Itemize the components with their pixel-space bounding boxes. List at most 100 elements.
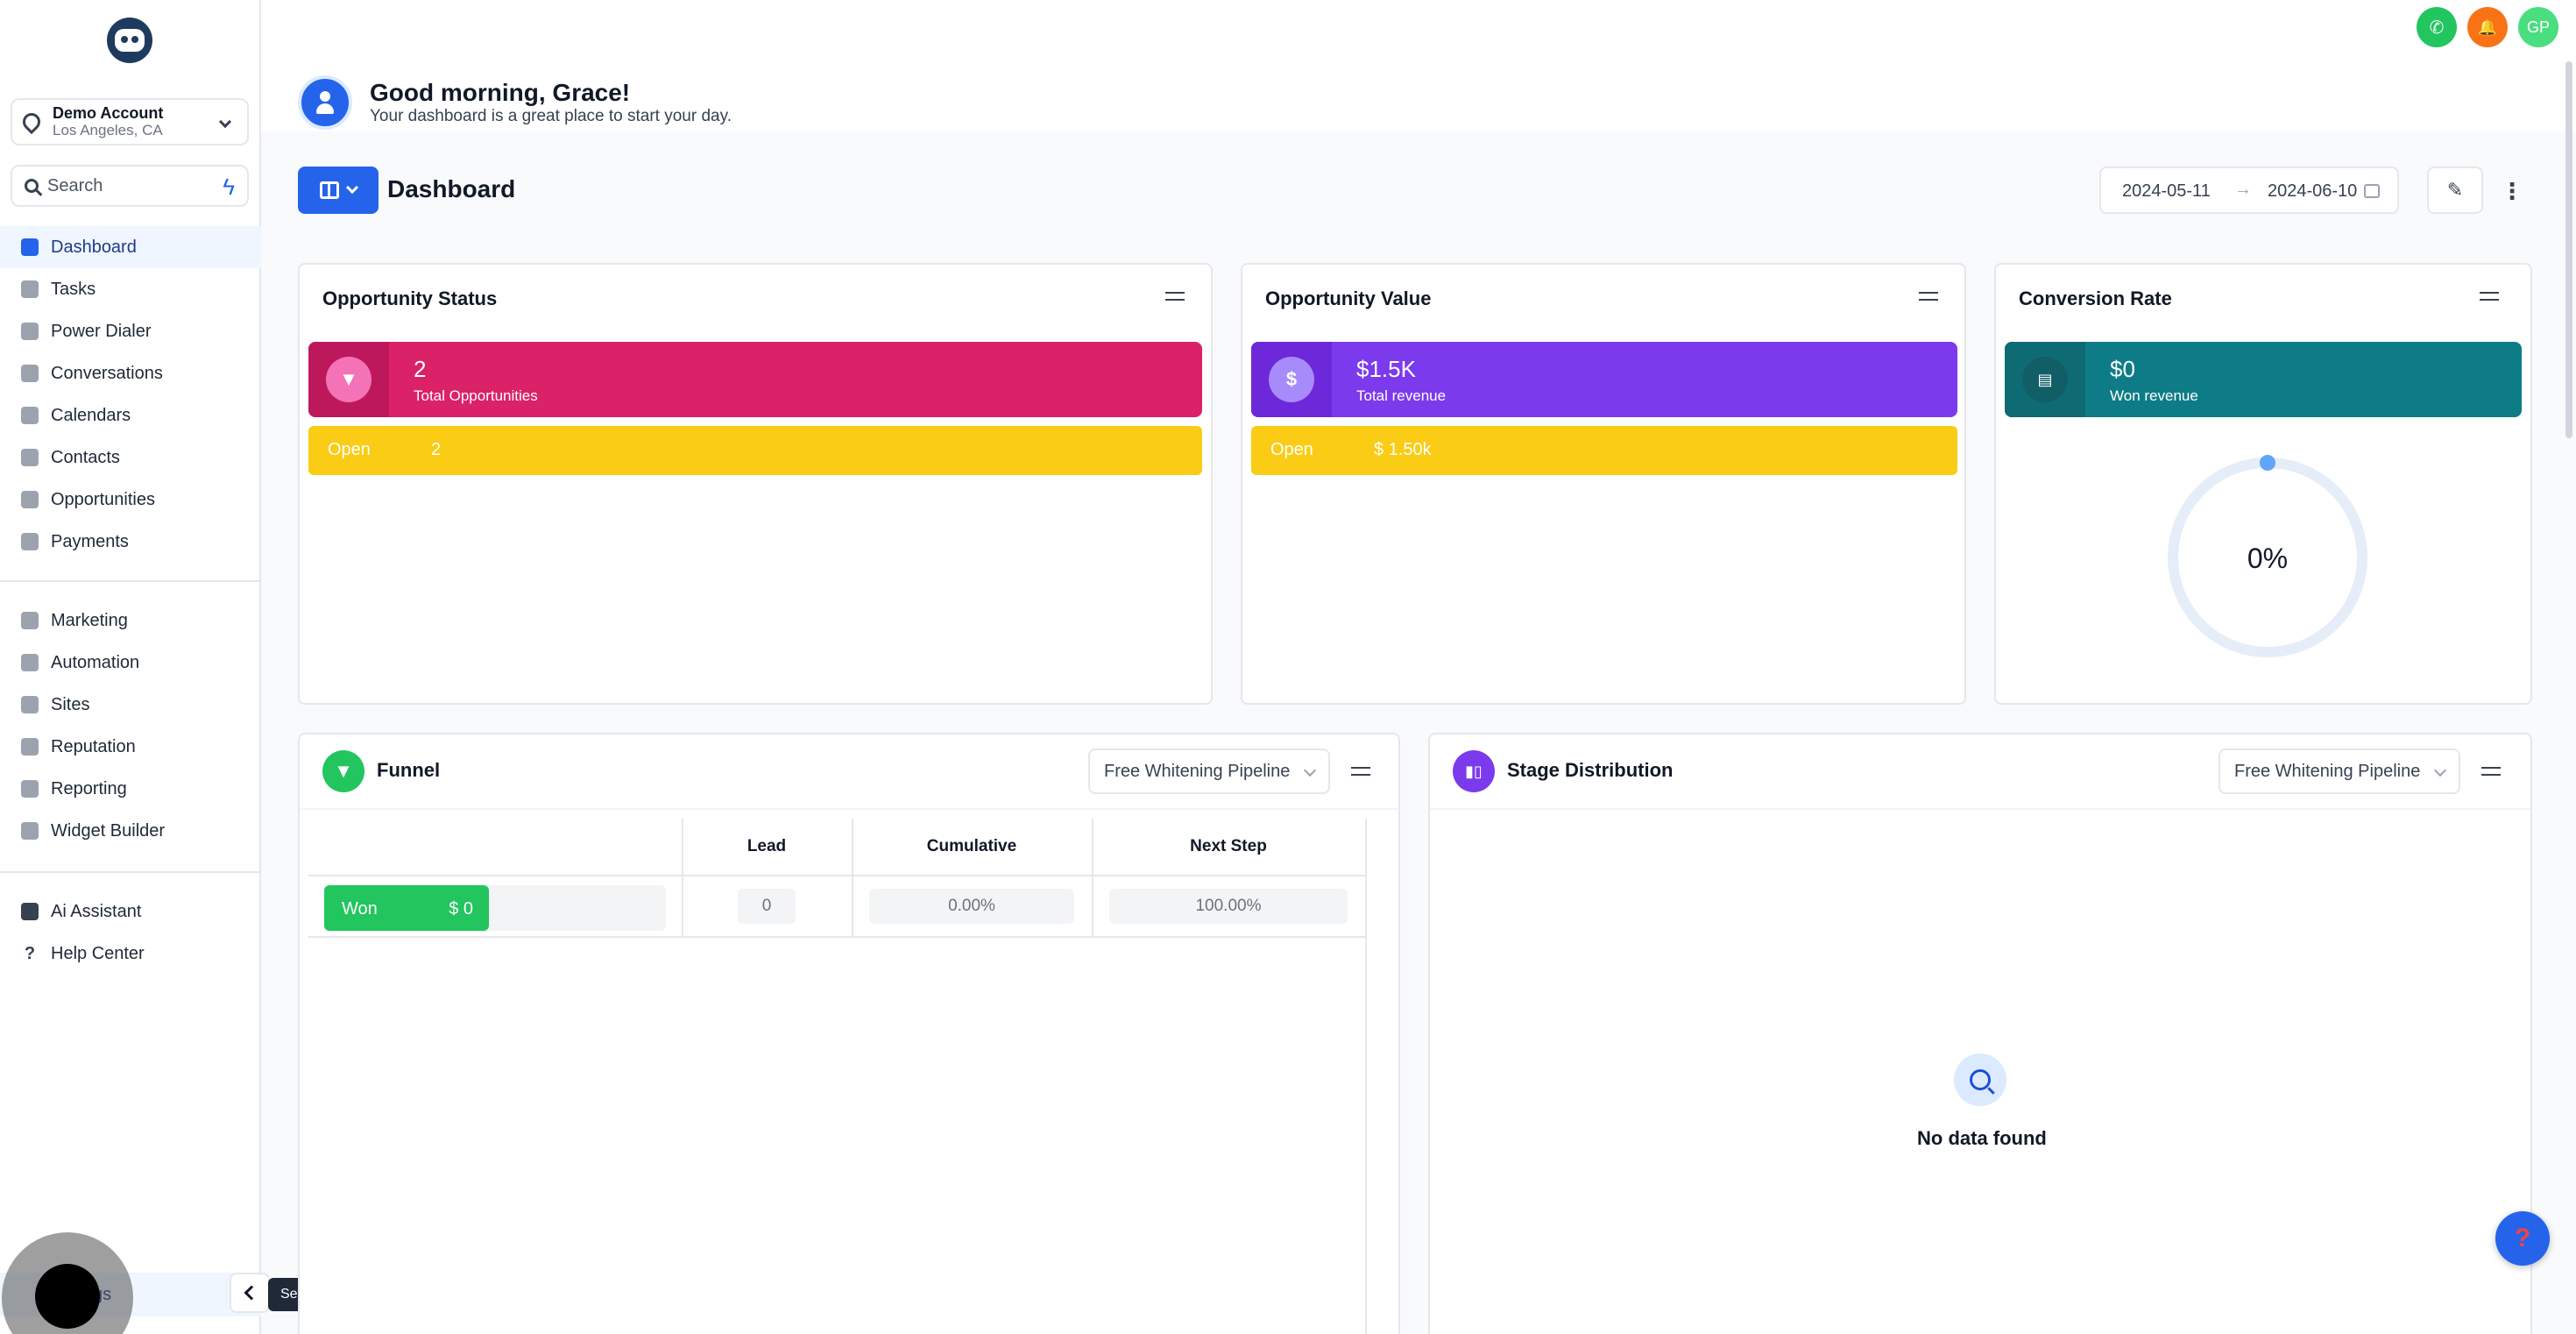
globe-icon (21, 696, 39, 713)
phone-icon: ✆ (2429, 18, 2445, 38)
location-pin-icon (18, 109, 45, 135)
stat-value: $1.5K (1356, 356, 1416, 382)
total-revenue-bar: $ $1.5K Total revenue (1251, 342, 1957, 417)
stat-label: Won revenue (2110, 387, 2198, 404)
card-icon (21, 533, 39, 550)
filter-icon[interactable] (1919, 289, 1938, 303)
person-icon (316, 91, 334, 114)
page-scrollbar[interactable] (2565, 61, 2572, 438)
sidebar-item-label: Power Dialer (51, 321, 152, 341)
column-divider (852, 819, 853, 938)
filter-icon[interactable] (1165, 289, 1185, 303)
sidebar-item-tasks[interactable]: Tasks (0, 268, 261, 310)
table-row: Won $ 0 (308, 876, 682, 938)
sidebar-item-reputation[interactable]: Reputation (0, 726, 261, 768)
sidebar-item-label: Automation (51, 652, 140, 672)
edit-dashboard-button[interactable]: ✎ (2427, 167, 2483, 214)
sidebar-item-label: Help Center (51, 943, 145, 963)
card-title: Conversion Rate (2019, 287, 2172, 309)
kebab-icon: ⋮ (2501, 177, 2523, 204)
sidebar-item-label: Contacts (51, 447, 120, 467)
column-divider (682, 819, 683, 938)
nav-divider (0, 871, 261, 873)
pipeline-select[interactable]: Free Whitening Pipeline (1088, 749, 1330, 794)
bell-icon: 🔔 (2477, 18, 2498, 36)
sidebar-item-sites[interactable]: Sites (0, 684, 261, 726)
collapse-sidebar-button[interactable] (230, 1273, 270, 1313)
pipeline-select[interactable]: Free Whitening Pipeline (2219, 749, 2460, 794)
table-header-lead: Lead (682, 819, 852, 876)
user-avatar[interactable]: GP (2518, 7, 2558, 47)
widget-icon (21, 822, 39, 840)
won-stage-bar[interactable]: Won $ 0 (324, 885, 489, 931)
date-range-picker[interactable]: 2024-05-11 → 2024-06-10 (2099, 167, 2399, 214)
account-name: Demo Account (53, 104, 164, 122)
end-date[interactable]: 2024-06-10 (2268, 181, 2358, 201)
sidebar-item-label: Conversations (51, 363, 163, 383)
help-button[interactable]: ? (2495, 1211, 2550, 1266)
filter-icon[interactable] (1351, 764, 1370, 778)
top-bar: ✆ 🔔 GP (261, 0, 2576, 58)
cursor-dot (35, 1264, 100, 1329)
logo-icon[interactable] (107, 18, 152, 63)
quick-action-bolt-icon[interactable]: ϟ (223, 174, 235, 200)
sidebar-item-marketing[interactable]: Marketing (0, 600, 261, 642)
filter-icon[interactable] (2481, 764, 2501, 778)
stat-label: Total revenue (1356, 387, 1447, 404)
phone-button[interactable]: ✆ (2417, 7, 2457, 47)
account-location: Los Angeles, CA (53, 122, 163, 138)
table-header-stage (308, 819, 682, 876)
dollar-icon: $ (1269, 357, 1314, 402)
sidebar-item-dashboard[interactable]: Dashboard (0, 226, 261, 268)
secondary-nav: Marketing Automation Sites Reputation Re… (0, 600, 261, 852)
account-switcher[interactable]: Demo Account Los Angeles, CA (11, 98, 249, 145)
sidebar-item-label: Payments (51, 531, 129, 551)
sidebar-item-automation[interactable]: Automation (0, 642, 261, 684)
dashboard-switcher-button[interactable] (298, 167, 379, 214)
filter-icon[interactable] (2480, 289, 2499, 303)
header-divider (300, 808, 1398, 810)
search-input[interactable]: Search ϟ (11, 165, 249, 207)
sidebar-item-label: Ai Assistant (51, 901, 142, 921)
empty-search-icon (1954, 1054, 2006, 1106)
open-value-bar[interactable]: Open $ 1.50k (1251, 426, 1957, 475)
sidebar-item-help-center[interactable]: ? Help Center (0, 933, 261, 975)
open-status-bar[interactable]: Open 2 (308, 426, 1202, 475)
greeting-subtitle: Your dashboard is a great place to start… (370, 107, 732, 125)
sidebar-item-power-dialer[interactable]: Power Dialer (0, 310, 261, 352)
funnel-icon: ▼ (322, 750, 364, 792)
stage-distribution-card: ▮▯ Stage Distribution Free Whitening Pip… (1428, 733, 2532, 1334)
kanban-icon: ▮▯ (1453, 750, 1495, 792)
stage-label: Won (342, 899, 378, 919)
next-step-cell: 100.00% (1092, 876, 1365, 938)
more-options-button[interactable]: ⋮ (2499, 174, 2525, 209)
sidebar-item-conversations[interactable]: Conversations (0, 352, 261, 394)
funnel-icon (21, 491, 39, 508)
megaphone-icon (21, 612, 39, 629)
greeting-banner: Good morning, Grace! Your dashboard is a… (261, 58, 2576, 131)
cumulative-cell: 0.00% (852, 876, 1092, 938)
header-divider (1430, 808, 2530, 810)
nav-divider (0, 580, 261, 582)
sidebar-item-opportunities[interactable]: Opportunities (0, 479, 261, 521)
calendar-icon (21, 407, 39, 424)
sidebar-item-payments[interactable]: Payments (0, 521, 261, 563)
won-revenue-bar: ▤ $0 Won revenue (2005, 342, 2522, 417)
sidebar-item-reporting[interactable]: Reporting (0, 768, 261, 810)
calendar-icon (2364, 184, 2380, 198)
sidebar-item-widget-builder[interactable]: Widget Builder (0, 810, 261, 852)
person-icon (21, 449, 39, 466)
notifications-button[interactable]: 🔔 (2467, 7, 2508, 47)
funnel-card: ▼ Funnel Free Whitening Pipeline Lead Cu… (298, 733, 1400, 1334)
gauge-progress-dot (2260, 455, 2275, 471)
open-label: Open (1270, 440, 1313, 459)
sidebar-item-contacts[interactable]: Contacts (0, 436, 261, 479)
sidebar-item-ai-assistant[interactable]: Ai Assistant (0, 891, 261, 933)
sidebar-item-calendars[interactable]: Calendars (0, 394, 261, 436)
greeting-avatar (298, 75, 352, 130)
opportunity-status-card: Opportunity Status ▼ 2 Total Opportuniti… (298, 263, 1213, 705)
start-date[interactable]: 2024-05-11 (2122, 181, 2211, 201)
chevron-left-icon (244, 1285, 259, 1301)
sidebar-item-label: Reporting (51, 778, 127, 798)
open-value: 2 (431, 440, 442, 459)
